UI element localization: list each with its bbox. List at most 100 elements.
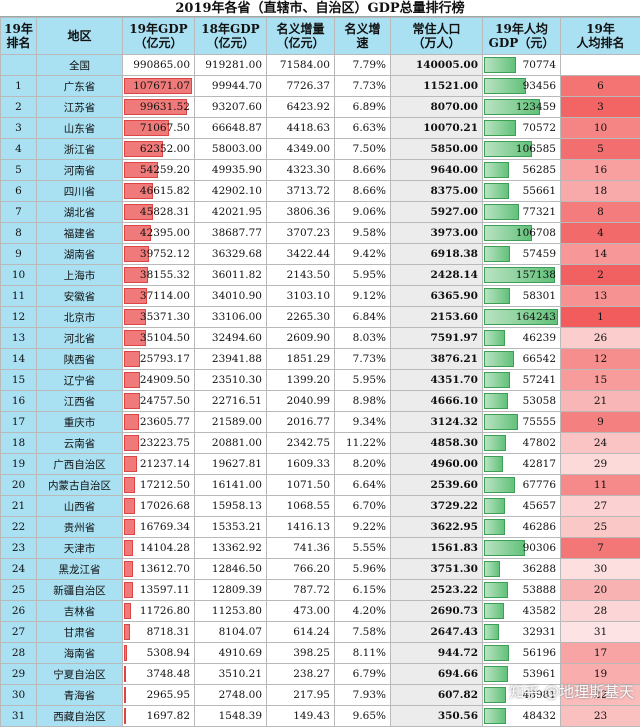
col-header-line: 19年: [586, 22, 615, 36]
percap-rank-cell: 10: [561, 118, 640, 139]
growth-rate-cell: 4.20%: [335, 601, 391, 622]
growth-rate-cell: 9.06%: [335, 202, 391, 223]
growth-rate-cell: 5.95%: [335, 370, 391, 391]
percap-cell: 56285: [483, 160, 561, 181]
growth-rate-cell: 6.84%: [335, 307, 391, 328]
increment-cell: 2609.90: [267, 328, 335, 349]
gdp18-cell: 38687.77: [195, 223, 267, 244]
region-cell: 山西省: [37, 496, 123, 517]
percap-value: 45657: [483, 497, 560, 516]
region-cell: 宁夏自治区: [37, 664, 123, 685]
percap-cell: 43582: [483, 601, 561, 622]
region-cell: 浙江省: [37, 139, 123, 160]
percap-rank-cell: 18: [561, 181, 640, 202]
gdp19-value: 42395.00: [123, 224, 194, 243]
percap-value: 32931: [483, 623, 560, 642]
rank-cell: 22: [1, 517, 37, 538]
percap-rank-cell: 9: [561, 412, 640, 433]
col-header-line: 地区: [67, 29, 91, 43]
growth-rate-cell: 5.95%: [335, 265, 391, 286]
population-cell: 3876.21: [391, 349, 483, 370]
percap-rank-cell: 15: [561, 370, 640, 391]
growth-rate-cell: 8.03%: [335, 328, 391, 349]
rank-cell: 7: [1, 202, 37, 223]
growth-rate-cell: 7.79%: [335, 55, 391, 76]
gdp19-cell: 62352.00: [123, 139, 195, 160]
gdp18-cell: 32494.60: [195, 328, 267, 349]
gdp19-cell: 2965.95: [123, 685, 195, 706]
gdp18-cell: 66648.87: [195, 118, 267, 139]
percap-rank-cell: 8: [561, 202, 640, 223]
growth-rate-cell: 5.55%: [335, 538, 391, 559]
percap-rank-cell: 26: [561, 328, 640, 349]
population-cell: 350.56: [391, 706, 483, 727]
gdp19-value: 23605.77: [123, 413, 194, 432]
col-header-line: 排名: [6, 36, 30, 50]
gdp19-cell: 17212.50: [123, 475, 195, 496]
growth-rate-cell: 9.34%: [335, 412, 391, 433]
percap-value: 47802: [483, 434, 560, 453]
percap-cell: 58301: [483, 286, 561, 307]
rank-cell: 25: [1, 580, 37, 601]
region-cell: 广西自治区: [37, 454, 123, 475]
gdp18-cell: 42021.95: [195, 202, 267, 223]
col-header: 名义增量（亿元）: [267, 18, 335, 55]
gdp19-value: 99631.52: [123, 98, 194, 117]
gdp18-cell: 99944.70: [195, 76, 267, 97]
percap-value: 164243: [483, 308, 560, 327]
percap-rank-cell: 7: [561, 538, 640, 559]
growth-rate-cell: 9.58%: [335, 223, 391, 244]
percap-value: 53888: [483, 581, 560, 600]
population-cell: 6918.38: [391, 244, 483, 265]
rank-cell: 13: [1, 328, 37, 349]
percap-rank-cell: 31: [561, 622, 640, 643]
gdp18-cell: 13362.92: [195, 538, 267, 559]
gdp19-cell: 54259.20: [123, 160, 195, 181]
gdp18-cell: 12846.50: [195, 559, 267, 580]
region-cell: 陕西省: [37, 349, 123, 370]
population-cell: 8375.00: [391, 181, 483, 202]
percap-rank-cell: 13: [561, 286, 640, 307]
increment-cell: 2342.75: [267, 433, 335, 454]
increment-cell: 473.00: [267, 601, 335, 622]
population-cell: 9640.00: [391, 160, 483, 181]
gdp19-cell: 17026.68: [123, 496, 195, 517]
rank-cell: 19: [1, 454, 37, 475]
population-cell: 1561.83: [391, 538, 483, 559]
increment-cell: 1071.50: [267, 475, 335, 496]
gdp19-value: 107671.07: [123, 77, 194, 96]
gdp18-cell: 49935.90: [195, 160, 267, 181]
percap-value: 58301: [483, 287, 560, 306]
col-header: 地区: [37, 18, 123, 55]
gdp19-cell: 39752.12: [123, 244, 195, 265]
col-header-line: 名义增量: [276, 22, 324, 36]
region-cell: 西藏自治区: [37, 706, 123, 727]
col-header-line: 名义增: [344, 22, 380, 36]
rank-cell: 5: [1, 160, 37, 181]
col-header-line: （万人）: [412, 36, 460, 50]
percap-cell: 46239: [483, 328, 561, 349]
percap-rank-cell: 17: [561, 643, 640, 664]
gdp18-cell: 36011.82: [195, 265, 267, 286]
gdp19-cell: 990865.00: [123, 55, 195, 76]
rank-cell: 18: [1, 433, 37, 454]
gdp19-value: 35371.30: [123, 308, 194, 327]
percap-rank-cell: 4: [561, 223, 640, 244]
growth-rate-cell: 8.11%: [335, 643, 391, 664]
gdp19-cell: 1697.82: [123, 706, 195, 727]
percap-rank-cell: 3: [561, 97, 640, 118]
percap-cell: 57459: [483, 244, 561, 265]
region-cell: 新疆自治区: [37, 580, 123, 601]
col-header-line: 人均排名: [576, 36, 624, 50]
growth-rate-cell: 8.20%: [335, 454, 391, 475]
percap-rank-cell: 28: [561, 601, 640, 622]
